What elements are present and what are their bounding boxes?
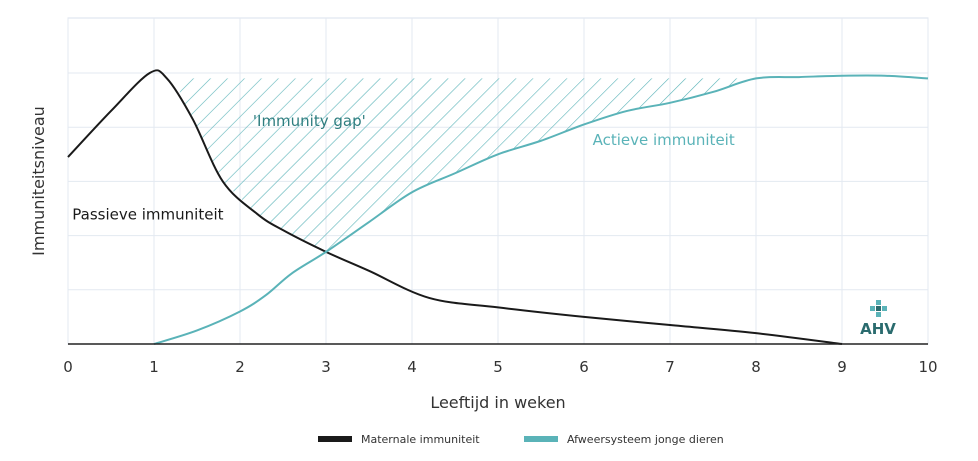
- x-tick-label: 5: [493, 358, 503, 376]
- x-tick-label: 1: [149, 358, 159, 376]
- x-tick-label: 9: [837, 358, 847, 376]
- ahv-logo: AHV: [860, 300, 896, 338]
- legend: Maternale immuniteit Afweersysteem jonge…: [318, 433, 724, 446]
- x-tick-label: 7: [665, 358, 675, 376]
- y-axis-title: Immuniteitsniveau: [29, 106, 48, 256]
- x-tick-labels: 0 1 2 3 4 5 6 7 8 9 10: [63, 358, 937, 376]
- x-tick-label: 6: [579, 358, 589, 376]
- x-tick-label: 3: [321, 358, 331, 376]
- series-line-young-animals: [153, 74, 929, 345]
- legend-swatch-young-animals: [524, 436, 558, 442]
- x-axis-title: Leeftijd in weken: [430, 393, 565, 412]
- annotation-active-immunity: Actieve immuniteit: [593, 131, 735, 149]
- x-tick-label: 0: [63, 358, 73, 376]
- ahv-logo-icon: [870, 300, 887, 317]
- legend-swatch-maternal: [318, 436, 352, 442]
- x-tick-label: 8: [751, 358, 761, 376]
- series-lines: [67, 69, 929, 345]
- immunity-gap-area: [179, 78, 748, 252]
- x-tick-label: 10: [918, 358, 937, 376]
- legend-label-maternal: Maternale immuniteit: [361, 433, 480, 446]
- x-tick-label: 2: [235, 358, 245, 376]
- annotation-passive-immunity: Passieve immuniteit: [72, 205, 223, 223]
- ahv-logo-text: AHV: [860, 320, 896, 338]
- annotation-immunity-gap: 'Immunity gap': [253, 112, 366, 130]
- grid: [67, 18, 929, 345]
- legend-label-young-animals: Afweersysteem jonge dieren: [567, 433, 724, 446]
- x-tick-label: 4: [407, 358, 417, 376]
